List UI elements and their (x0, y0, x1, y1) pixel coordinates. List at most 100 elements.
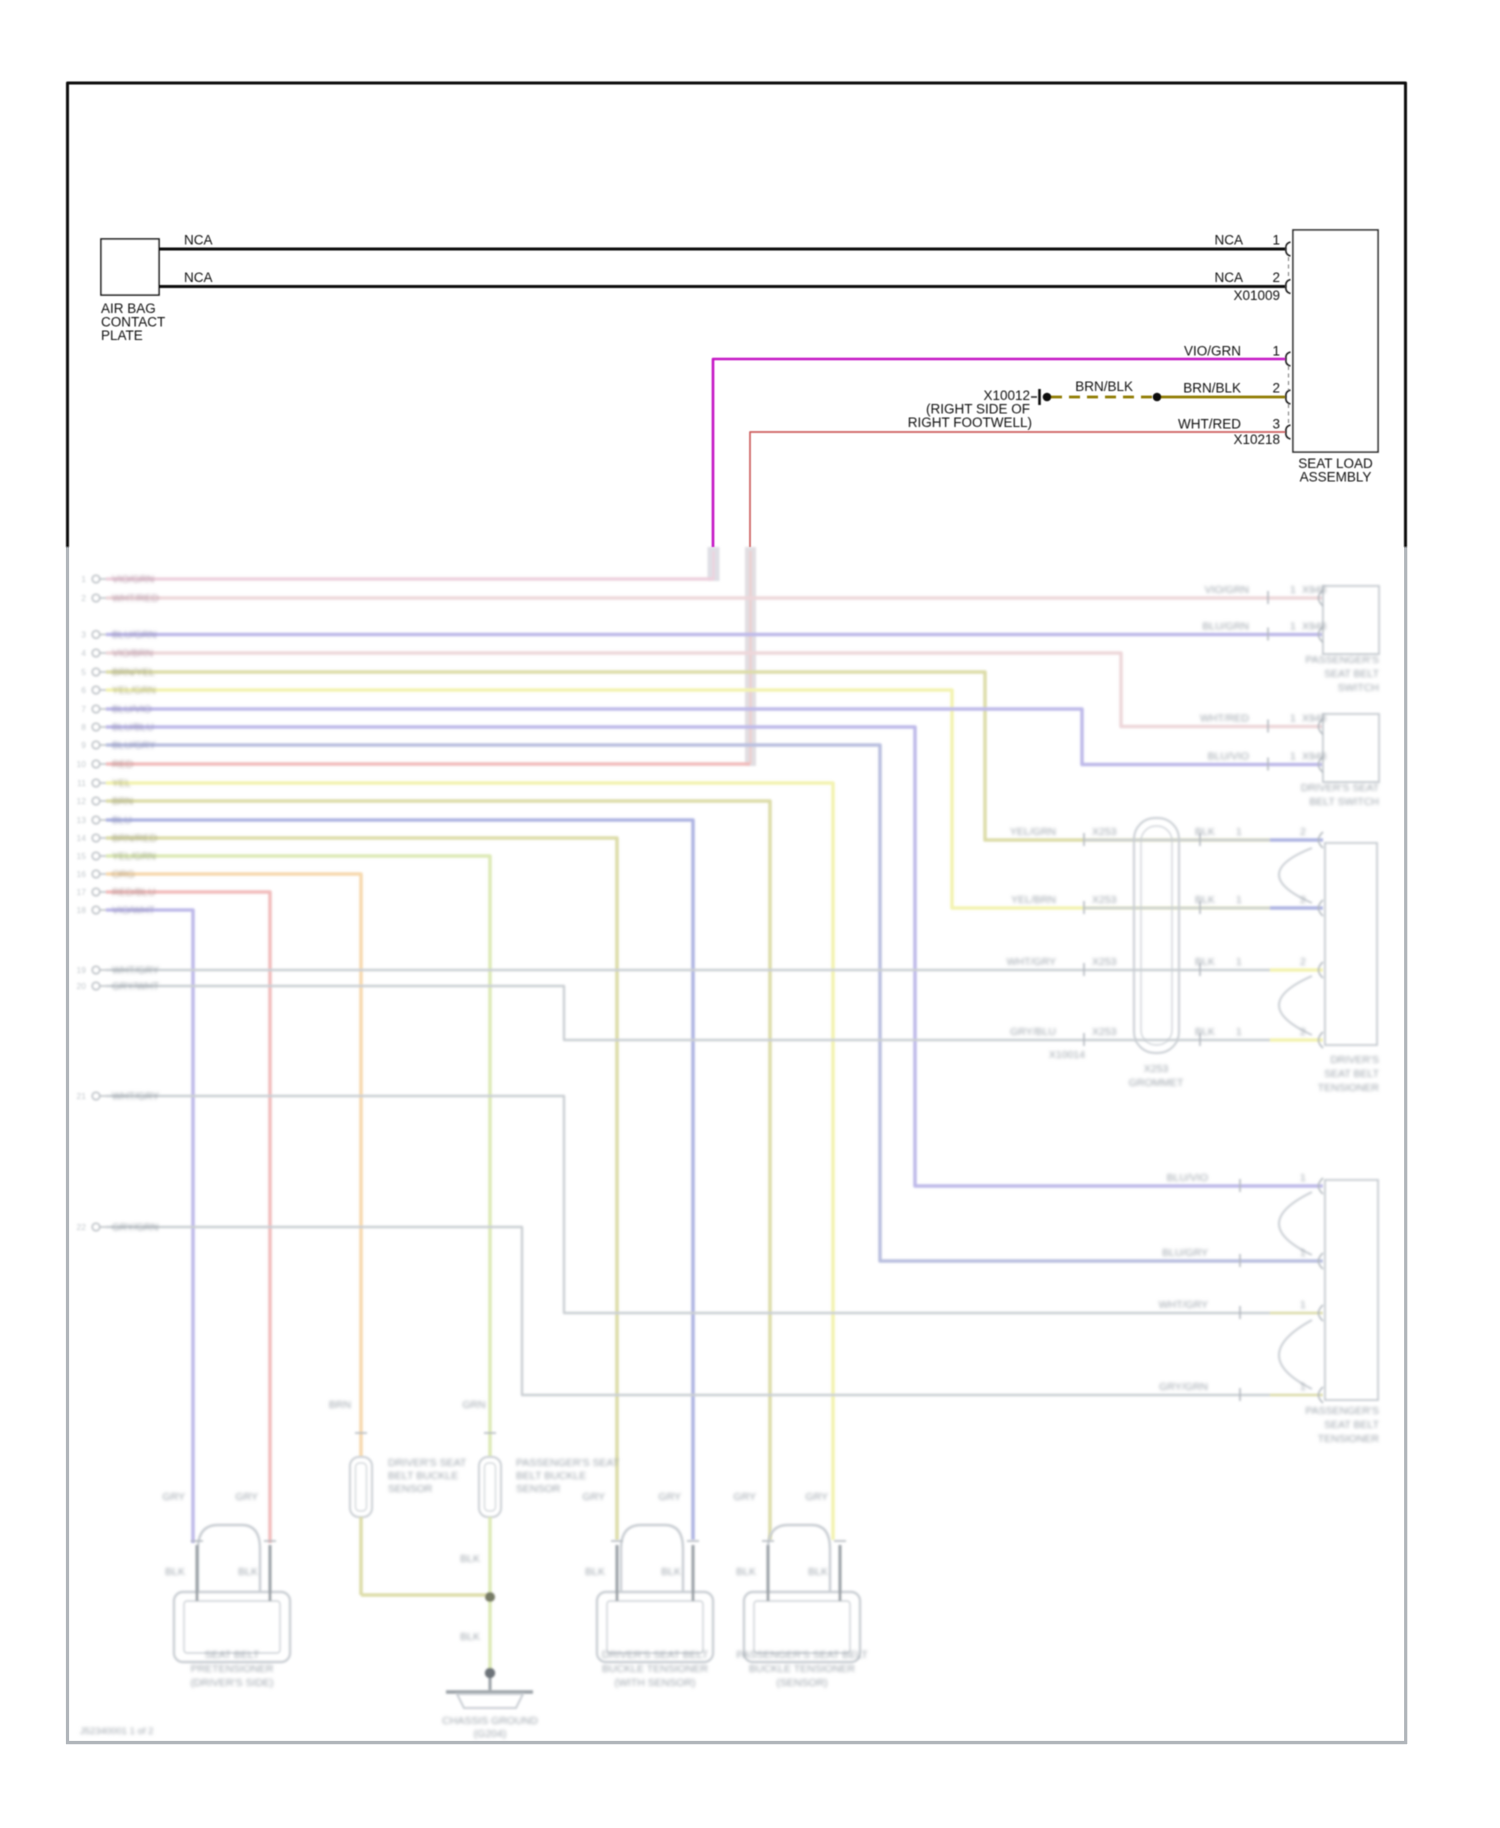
svg-text:NCA: NCA (1214, 270, 1243, 285)
svg-text:2: 2 (1300, 1026, 1306, 1038)
svg-text:(SENSOR): (SENSOR) (776, 1677, 827, 1689)
svg-text:BLK: BLK (585, 1566, 605, 1578)
svg-text:2: 2 (1272, 381, 1280, 396)
svg-text:SEAT LOAD: SEAT LOAD (1298, 456, 1373, 471)
svg-text:GRY/BLU: GRY/BLU (1010, 1026, 1056, 1038)
svg-text:X948: X948 (1302, 713, 1327, 725)
svg-text:YEL/GRN: YEL/GRN (112, 852, 156, 863)
svg-text:GRY: GRY (235, 1491, 258, 1503)
svg-text:BLK: BLK (460, 1631, 480, 1643)
svg-text:BUCKLE TENSIONER: BUCKLE TENSIONER (602, 1663, 708, 1675)
svg-text:YEL/BRN: YEL/BRN (1011, 894, 1056, 906)
svg-text:17: 17 (77, 887, 87, 897)
svg-text:WHT/RED: WHT/RED (1178, 417, 1241, 432)
svg-text:11: 11 (77, 778, 86, 788)
svg-text:NCA: NCA (184, 270, 213, 285)
svg-text:6: 6 (81, 685, 86, 695)
svg-text:CONTACT: CONTACT (101, 315, 165, 330)
svg-text:BLK: BLK (165, 1566, 185, 1578)
svg-text:PASSENGER'S: PASSENGER'S (1305, 654, 1379, 666)
svg-text:1: 1 (1290, 621, 1296, 633)
svg-text:BELT BUCKLE: BELT BUCKLE (516, 1470, 586, 1482)
svg-text:VIO/GRN: VIO/GRN (112, 575, 154, 586)
svg-text:GRY/GRN: GRY/GRN (112, 1223, 159, 1234)
svg-text:X253: X253 (1092, 956, 1117, 968)
svg-text:SENSOR: SENSOR (516, 1483, 561, 1495)
svg-text:WHT/GRY: WHT/GRY (1159, 1299, 1208, 1311)
svg-text:1: 1 (1272, 344, 1280, 359)
svg-text:(G204): (G204) (474, 1728, 507, 1740)
svg-text:GROMMET: GROMMET (1129, 1077, 1184, 1089)
svg-text:PASSENGER'S: PASSENGER'S (1305, 1405, 1379, 1417)
svg-text:BLU/GRY: BLU/GRY (112, 741, 156, 752)
svg-text:BELT SWITCH: BELT SWITCH (1309, 796, 1379, 808)
svg-text:1: 1 (1236, 956, 1242, 968)
svg-text:BRN: BRN (329, 1399, 351, 1411)
svg-text:GRN: GRN (462, 1399, 485, 1411)
svg-text:16: 16 (77, 869, 87, 879)
svg-text:X10014: X10014 (1049, 1049, 1085, 1061)
svg-text:GRY: GRY (733, 1491, 756, 1503)
svg-text:2: 2 (81, 593, 86, 603)
svg-text:BRN: BRN (112, 797, 133, 808)
svg-text:4: 4 (81, 648, 86, 658)
svg-text:YEL: YEL (112, 779, 131, 790)
svg-text:X10012: X10012 (983, 388, 1030, 403)
svg-text:BLK: BLK (1195, 956, 1215, 968)
svg-text:BRN/BLK: BRN/BLK (1183, 381, 1241, 396)
svg-text:BLU: BLU (112, 816, 131, 827)
svg-text:SENSOR: SENSOR (388, 1483, 433, 1495)
svg-text:18: 18 (77, 905, 87, 915)
svg-text:1: 1 (1236, 894, 1242, 906)
svg-text:SEAT BELT: SEAT BELT (1324, 1419, 1379, 1431)
svg-text:GRY: GRY (162, 1491, 185, 1503)
svg-text:ASSEMBLY: ASSEMBLY (1300, 470, 1372, 485)
svg-text:WHT/GRY: WHT/GRY (112, 966, 159, 977)
svg-text:8: 8 (81, 722, 86, 732)
svg-text:DRIVER'S SEAT: DRIVER'S SEAT (1301, 782, 1380, 794)
svg-text:BLU/BLU: BLU/BLU (112, 723, 154, 734)
svg-text:9: 9 (81, 740, 86, 750)
svg-text:22: 22 (77, 1222, 87, 1232)
svg-text:1: 1 (1236, 1026, 1242, 1038)
svg-text:X948: X948 (1302, 584, 1327, 596)
svg-text:SEAT BELT: SEAT BELT (1324, 668, 1379, 680)
svg-text:14: 14 (77, 833, 87, 843)
svg-text:WHT/GRY: WHT/GRY (112, 1092, 159, 1103)
svg-text:X01009: X01009 (1233, 288, 1280, 303)
svg-text:1: 1 (81, 574, 86, 584)
svg-text:GRY: GRY (805, 1491, 828, 1503)
svg-text:YEL/GRN: YEL/GRN (112, 686, 156, 697)
svg-text:X253: X253 (1092, 826, 1117, 838)
svg-text:RIGHT FOOTWELL): RIGHT FOOTWELL) (908, 415, 1032, 430)
svg-text:1: 1 (1272, 233, 1280, 248)
svg-text:10: 10 (77, 759, 87, 769)
svg-text:X253: X253 (1092, 1026, 1117, 1038)
svg-text:RED/BLU: RED/BLU (112, 888, 155, 899)
svg-text:21: 21 (77, 1091, 87, 1101)
svg-text:20: 20 (77, 981, 87, 991)
svg-text:BLK: BLK (661, 1566, 681, 1578)
svg-text:BLK: BLK (1195, 894, 1215, 906)
svg-text:X948: X948 (1302, 751, 1327, 763)
svg-text:PRETENSIONER: PRETENSIONER (191, 1663, 274, 1675)
svg-text:NCA: NCA (1214, 233, 1243, 248)
svg-text:X253: X253 (1144, 1063, 1169, 1075)
svg-text:PLATE: PLATE (101, 328, 143, 343)
svg-text:CHASSIS GROUND: CHASSIS GROUND (442, 1715, 538, 1727)
svg-text:WHT/RED: WHT/RED (1200, 713, 1249, 725)
svg-text:J52340001 1 of 2: J52340001 1 of 2 (80, 1726, 153, 1737)
svg-text:BLK: BLK (808, 1566, 828, 1578)
svg-text:1: 1 (1236, 826, 1242, 838)
svg-text:1: 1 (1300, 1247, 1306, 1259)
svg-text:X253: X253 (1092, 894, 1117, 906)
svg-text:5: 5 (81, 667, 86, 677)
svg-text:PASSENGER'S SEAT BELT: PASSENGER'S SEAT BELT (736, 1649, 868, 1661)
svg-text:VIO/GRN: VIO/GRN (1205, 584, 1249, 596)
svg-text:13: 13 (77, 815, 87, 825)
svg-text:GRY: GRY (658, 1491, 681, 1503)
svg-text:AIR BAG: AIR BAG (101, 301, 156, 316)
svg-text:BLK: BLK (1195, 826, 1215, 838)
svg-text:DRIVER'S SEAT: DRIVER'S SEAT (388, 1457, 467, 1469)
svg-text:BRN/YEL: BRN/YEL (112, 668, 155, 679)
